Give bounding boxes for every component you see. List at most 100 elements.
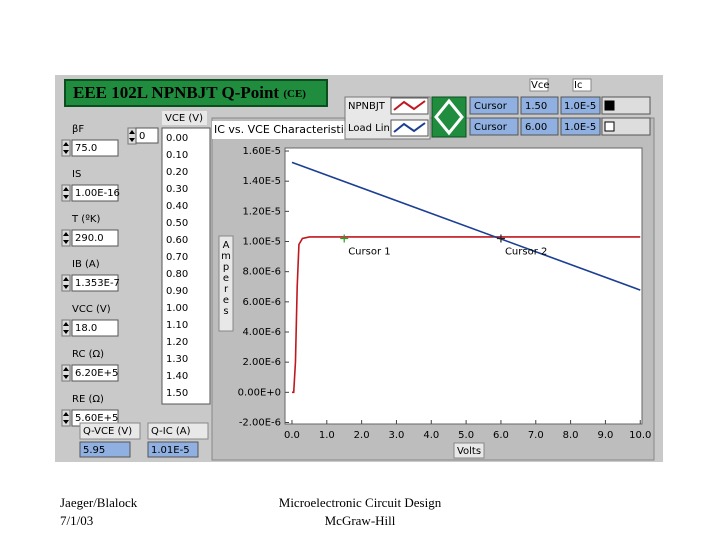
spinner[interactable] bbox=[61, 229, 71, 247]
vce-item: 1.20 bbox=[166, 337, 188, 348]
vce-item: 0.40 bbox=[166, 201, 188, 212]
y-axis-label: Amperes bbox=[221, 240, 232, 317]
title-main: EEE 102L NPNBJT Q-Point bbox=[73, 83, 279, 102]
cursor-header-box bbox=[529, 78, 549, 92]
spinner[interactable] bbox=[61, 139, 71, 157]
vce-label-box bbox=[162, 111, 207, 125]
cursor-header: Ic bbox=[574, 80, 582, 91]
panel-title: EEE 102L NPNBJT Q-Point (CE) bbox=[73, 83, 306, 102]
plot-area bbox=[284, 147, 643, 425]
x-label-box bbox=[453, 442, 485, 459]
output-value: 1.01E-5 bbox=[151, 445, 190, 456]
vce-item: 0.50 bbox=[166, 218, 188, 229]
vce-item: 0.80 bbox=[166, 269, 188, 280]
cursor-name-box[interactable] bbox=[469, 117, 519, 136]
cursor-style-icon[interactable] bbox=[604, 100, 615, 111]
legend-swatch bbox=[393, 100, 426, 111]
vce-item: 1.00 bbox=[166, 303, 188, 314]
legend-label: Load Lin bbox=[348, 123, 390, 134]
control-box[interactable] bbox=[71, 184, 119, 202]
x-tick-label: 2.0 bbox=[354, 430, 370, 441]
cursor-x-box bbox=[520, 96, 559, 115]
control-box[interactable] bbox=[71, 139, 119, 157]
spinner[interactable] bbox=[61, 319, 71, 337]
y-tick-label: 1.40E-5 bbox=[242, 176, 281, 187]
control-box[interactable] bbox=[71, 319, 119, 337]
y-tick-label: 8.00E-6 bbox=[242, 267, 281, 278]
y-tick-label: 6.00E-6 bbox=[242, 297, 281, 308]
control-value: 290.0 bbox=[75, 233, 104, 244]
x-tick-label: 10.0 bbox=[629, 430, 651, 441]
cursor-name: Cursor bbox=[474, 122, 508, 133]
control-box[interactable] bbox=[71, 229, 119, 247]
legend-label: NPNBJT bbox=[348, 101, 386, 112]
spinner[interactable] bbox=[61, 184, 71, 202]
cursor-name-box[interactable] bbox=[469, 96, 519, 115]
cursor-label: Cursor 1 bbox=[348, 246, 390, 257]
control-value: 75.0 bbox=[75, 143, 97, 154]
vce-item: 0.10 bbox=[166, 150, 188, 161]
output-box bbox=[147, 441, 199, 458]
series-line bbox=[291, 161, 641, 291]
graph-title: IC vs. VCE Characteristic bbox=[214, 123, 350, 136]
x-tick-label: 7.0 bbox=[528, 430, 544, 441]
control-value: 18.0 bbox=[75, 323, 97, 334]
vce-label: VCE (V) bbox=[165, 113, 203, 124]
x-tick-label: 5.0 bbox=[458, 430, 474, 441]
cursor-style-icon[interactable] bbox=[604, 121, 615, 132]
output-value: 5.95 bbox=[83, 445, 105, 456]
vce-item: 0.00 bbox=[166, 133, 188, 144]
cursor-y: 1.0E-5 bbox=[564, 122, 596, 133]
cursor-header: Vce bbox=[531, 80, 550, 91]
x-tick-label: 3.0 bbox=[389, 430, 405, 441]
footer-center-1: Microelectronic Circuit Design bbox=[279, 495, 442, 510]
cursor-label: Cursor 2 bbox=[505, 246, 547, 257]
series-line bbox=[291, 236, 641, 394]
vce-item: 1.50 bbox=[166, 388, 188, 399]
y-tick-label: -2.00E-6 bbox=[239, 417, 281, 428]
output-box bbox=[79, 441, 131, 458]
control-value: 5.60E+5 bbox=[75, 413, 118, 424]
control-value: 1.353E-7 bbox=[75, 278, 120, 289]
x-tick-label: 9.0 bbox=[597, 430, 613, 441]
control-label: T (ºK) bbox=[71, 214, 100, 225]
vce-item: 0.30 bbox=[166, 184, 188, 195]
cursor-x: 6.00 bbox=[525, 122, 547, 133]
spinner[interactable] bbox=[61, 409, 71, 427]
legend-swatch bbox=[393, 122, 426, 133]
output-label: Q-IC (A) bbox=[151, 426, 191, 437]
footer-center-2: McGraw-Hill bbox=[325, 513, 396, 528]
cursor-marker bbox=[496, 234, 505, 243]
control-label: RC (Ω) bbox=[72, 349, 104, 360]
graph-title-box bbox=[212, 121, 345, 139]
y-tick-label: 2.00E-6 bbox=[242, 357, 281, 368]
spinner[interactable] bbox=[61, 274, 71, 292]
index-box[interactable] bbox=[135, 127, 159, 144]
vce-item: 1.40 bbox=[166, 371, 188, 382]
footer-left-1: Jaeger/Blalock bbox=[60, 495, 138, 510]
x-tick-label: 0.0 bbox=[284, 430, 300, 441]
spinner[interactable] bbox=[61, 364, 71, 382]
vce-item: 0.70 bbox=[166, 252, 188, 263]
y-tick-label: 4.00E-6 bbox=[242, 327, 281, 338]
x-tick-label: 8.0 bbox=[563, 430, 579, 441]
control-label: IS bbox=[72, 169, 81, 180]
title-suffix: (CE) bbox=[283, 88, 306, 100]
control-box[interactable] bbox=[71, 364, 119, 382]
cursor-header-box bbox=[572, 78, 592, 92]
spinner-arrows bbox=[63, 187, 69, 199]
control-label: βF bbox=[72, 124, 84, 135]
cursor-y-box bbox=[560, 117, 601, 136]
vce-list-box bbox=[161, 127, 211, 405]
cursor-name: Cursor bbox=[474, 101, 508, 112]
y-tick-label: 1.60E-5 bbox=[242, 146, 281, 157]
spinner-arrows bbox=[63, 232, 69, 244]
spinner-arrows bbox=[63, 412, 69, 424]
spinner-arrows bbox=[63, 277, 69, 289]
control-label: IB (A) bbox=[72, 259, 100, 270]
control-label: VCC (V) bbox=[72, 304, 111, 315]
control-box[interactable] bbox=[71, 274, 119, 292]
output-label: Q-VCE (V) bbox=[83, 426, 132, 437]
spinner-arrows bbox=[63, 322, 69, 334]
